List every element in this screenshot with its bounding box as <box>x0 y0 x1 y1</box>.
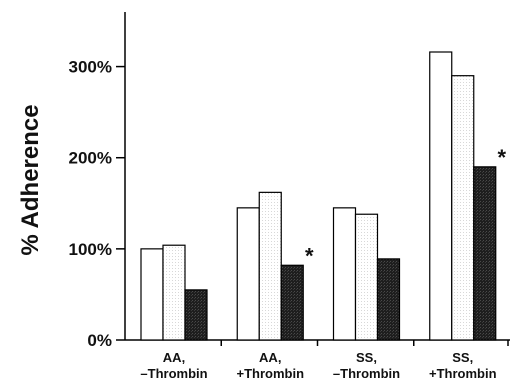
category-label: SS, <box>452 350 473 365</box>
y-tick-label: 200% <box>69 149 112 168</box>
bar <box>236 207 260 341</box>
bar <box>473 166 497 341</box>
bar <box>376 258 401 341</box>
y-tick-label: 300% <box>69 58 112 77</box>
labels: 0%100%200%300%AA,–ThrombinAA,+ThrombinSS… <box>69 58 507 381</box>
significance-marker: * <box>497 145 506 170</box>
category-label: –Thrombin <box>140 366 207 381</box>
bar <box>429 51 453 341</box>
bar <box>258 191 282 341</box>
significance-marker: * <box>305 243 314 268</box>
bar <box>140 248 164 341</box>
category-label: SS, <box>356 350 377 365</box>
category-label: +Thrombin <box>429 366 497 381</box>
y-tick-label: 0% <box>87 331 112 350</box>
y-axis-label: % Adherence <box>17 104 44 255</box>
y-tick-label: 100% <box>69 240 112 259</box>
bar <box>162 244 186 341</box>
category-label: AA, <box>163 350 185 365</box>
category-label: –Thrombin <box>333 366 400 381</box>
bar <box>332 207 357 341</box>
category-label: +Thrombin <box>236 366 304 381</box>
bars <box>140 51 497 341</box>
bar <box>184 289 208 341</box>
category-label: AA, <box>259 350 281 365</box>
bar <box>280 264 304 341</box>
bar <box>451 75 475 341</box>
bar <box>354 213 379 341</box>
